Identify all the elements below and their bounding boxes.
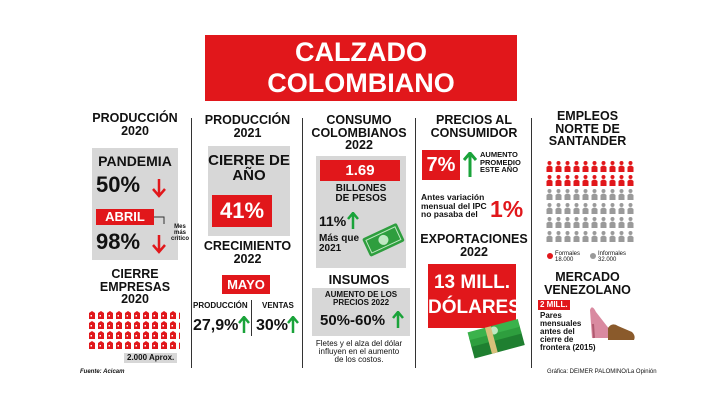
value: 30% bbox=[256, 317, 289, 334]
buildings-icons bbox=[88, 310, 180, 350]
heading: EXPORTACIONES 2022 bbox=[420, 232, 528, 259]
note: Pares mensuales antes del cierre de fron… bbox=[540, 311, 596, 352]
heading: CRECIMIENTO 2022 bbox=[203, 239, 292, 266]
arrow-down bbox=[152, 179, 166, 198]
label: VENTAS bbox=[262, 301, 294, 310]
legend-label: Informales 32.000 bbox=[598, 251, 627, 263]
arrow-up bbox=[463, 152, 477, 177]
box bbox=[92, 148, 178, 260]
arrow-up bbox=[287, 316, 299, 333]
value: 13 MILL. DÓLARES bbox=[428, 264, 521, 328]
people-icons bbox=[545, 160, 635, 244]
legend-label: Formales 18.000 bbox=[555, 251, 581, 263]
label: AUMENTO DE LOS PRECIOS 2022 bbox=[324, 290, 398, 307]
credit: Gráfica: DEIMER PALOMINO/La Opinión bbox=[547, 369, 657, 375]
heading: PRODUCCIÓN 2020 bbox=[92, 111, 178, 138]
divider bbox=[302, 118, 303, 368]
separator bbox=[251, 300, 252, 336]
heading: PRECIOS AL CONSUMIDOR bbox=[430, 113, 518, 140]
heading: EMPLEOS NORTE DE SANTANDER bbox=[548, 109, 627, 148]
caption: 2.000 Aprox. bbox=[124, 353, 178, 363]
note: Antes variación mensual del IPC no pasab… bbox=[421, 192, 487, 219]
divider bbox=[191, 118, 192, 368]
label: PRODUCCIÓN bbox=[193, 301, 248, 310]
divider bbox=[415, 118, 416, 368]
money-stack bbox=[467, 318, 525, 359]
title: CALZADO COLOMBIANO EN CIFRAS bbox=[205, 35, 517, 129]
value: 27,9% bbox=[193, 317, 239, 334]
month: MAYO bbox=[222, 275, 270, 294]
money-icon bbox=[362, 223, 405, 257]
label: AUMENTO PROMEDIO ESTE AÑO bbox=[480, 150, 521, 174]
value: 41% bbox=[212, 195, 272, 227]
value: 98% bbox=[96, 229, 141, 254]
value: 50% bbox=[96, 172, 141, 197]
arrow-down bbox=[152, 235, 166, 254]
shoe-icon bbox=[590, 307, 635, 340]
value: 1% bbox=[490, 196, 524, 222]
note: Fletes y el alza del dólar influyen en e… bbox=[315, 339, 403, 364]
arrow-up bbox=[347, 212, 359, 229]
value: 7% bbox=[422, 150, 460, 180]
value: 50%-60% bbox=[320, 312, 386, 329]
box bbox=[312, 288, 410, 336]
heading: INSUMOS bbox=[328, 272, 390, 287]
arrow-up bbox=[238, 316, 250, 333]
heading: CONSUMO COLOMBIANOS 2022 bbox=[311, 113, 407, 152]
heading: CIERRE EMPRESAS 2020 bbox=[99, 267, 171, 306]
label: CIERRE DE AÑO bbox=[208, 152, 290, 184]
value: 1.69 bbox=[320, 160, 400, 181]
growth: 11% bbox=[319, 213, 347, 229]
month: ABRIL bbox=[96, 209, 154, 225]
arrow-up bbox=[392, 311, 404, 328]
unit: BILLONES DE PESOS bbox=[335, 183, 387, 204]
legend-marker bbox=[590, 253, 596, 259]
value: 2 MILL. bbox=[538, 300, 570, 310]
growth-note: Más que 2021 bbox=[319, 233, 360, 254]
divider bbox=[531, 118, 532, 368]
source: Fuente: Acicam bbox=[80, 369, 125, 375]
label: PANDEMIA bbox=[98, 153, 172, 169]
heading: PRODUCCIÓN 2021 bbox=[204, 113, 291, 140]
legend-marker bbox=[547, 253, 553, 259]
note: Mes más crítico bbox=[170, 224, 189, 242]
pointer bbox=[154, 216, 165, 224]
heading: MERCADO VENEZOLANO bbox=[544, 270, 631, 297]
